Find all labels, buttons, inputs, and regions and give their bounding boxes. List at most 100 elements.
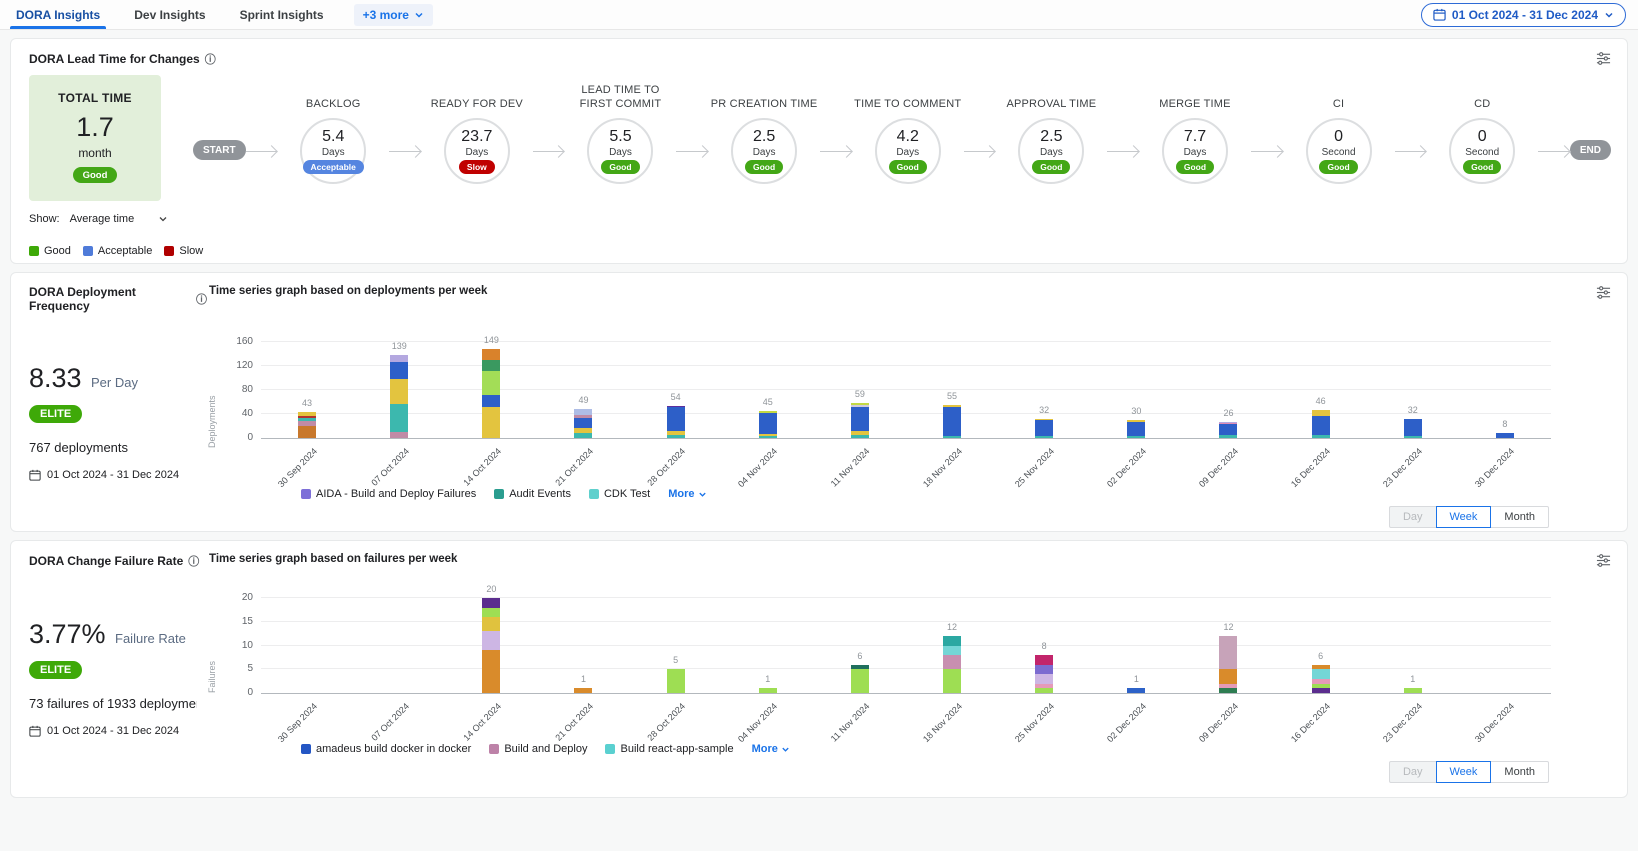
legend-item[interactable]: Audit Events: [494, 488, 571, 500]
tab-dora-insights[interactable]: DORA Insights: [9, 0, 107, 29]
bar-28-oct-2024[interactable]: 5: [666, 655, 685, 693]
bar-segment: [298, 426, 317, 438]
stage-lead-time-to-first-commit[interactable]: LEAD TIME TO FIRST COMMIT 5.5 Days Good: [564, 77, 676, 184]
period-week-button[interactable]: Week: [1435, 506, 1492, 528]
bar-21-oct-2024[interactable]: 1: [574, 674, 593, 693]
stage-unit: Days: [465, 147, 489, 158]
bar-segment: [1035, 688, 1054, 693]
period-month-button[interactable]: Month: [1490, 761, 1549, 783]
bar-25-nov-2024[interactable]: 32: [1035, 405, 1054, 438]
stage-circle[interactable]: 2.5 Days Good: [731, 118, 798, 184]
y-axis-tick: 120: [236, 360, 253, 371]
bar-28-oct-2024[interactable]: 54: [666, 392, 685, 438]
bar-30-dec-2024[interactable]: 8: [1495, 419, 1514, 438]
x-axis-label: 23 Dec 2024: [1381, 446, 1425, 490]
info-icon[interactable]: ⓘ: [204, 54, 216, 66]
bar-30-sep-2024[interactable]: 43: [298, 398, 317, 438]
stage-unit: Second: [1465, 147, 1500, 158]
legend-swatch: [164, 246, 175, 256]
tab-sprint-insights[interactable]: Sprint Insights: [239, 8, 324, 22]
chart-settings-icon[interactable]: [1596, 51, 1611, 66]
bar-16-dec-2024[interactable]: 46: [1311, 396, 1330, 438]
total-time-value: 1.7: [76, 112, 114, 142]
stage-ready-for-dev[interactable]: READY FOR DEV 23.7 Days Slow: [421, 77, 533, 184]
stage-pr-creation-time[interactable]: PR CREATION TIME 2.5 Days Good: [708, 77, 820, 184]
period-week-button[interactable]: Week: [1435, 761, 1492, 783]
bar-14-oct-2024[interactable]: 149: [482, 335, 501, 438]
stage-cd[interactable]: CD 0 Second Good: [1426, 77, 1538, 184]
stage-ci[interactable]: CI 0 Second Good: [1283, 77, 1395, 184]
bar-23-dec-2024[interactable]: 1: [1403, 674, 1422, 693]
bar-04-nov-2024[interactable]: 45: [758, 397, 777, 438]
stage-time-to-comment[interactable]: TIME TO COMMENT 4.2 Days Good: [852, 77, 964, 184]
chart-settings-icon[interactable]: [1596, 553, 1611, 568]
bar-07-oct-2024[interactable]: 139: [390, 341, 409, 438]
failure-rate-value: 3.77%: [29, 619, 106, 649]
stage-circle[interactable]: 0 Second Good: [1305, 118, 1372, 184]
x-axis-label: 25 Nov 2024: [1012, 701, 1056, 745]
stage-backlog[interactable]: BACKLOG 5.4 Days Acceptable: [277, 77, 389, 184]
bar-segment: [758, 433, 777, 436]
show-dropdown[interactable]: Show: Average time: [29, 213, 189, 225]
bar-09-dec-2024[interactable]: 12: [1219, 622, 1238, 693]
info-icon[interactable]: ⓘ: [188, 556, 200, 568]
bar-segment: [1035, 683, 1054, 689]
lead-time-card: DORA Lead Time for Changes ⓘ TOTAL TIME …: [10, 38, 1628, 264]
stage-circle[interactable]: 23.7 Days Slow: [443, 118, 510, 184]
bar-11-nov-2024[interactable]: 6: [850, 651, 869, 693]
stage-unit: Days: [321, 147, 345, 158]
stage-label: LEAD TIME TO FIRST COMMIT: [579, 84, 662, 110]
bar-18-nov-2024[interactable]: 12: [943, 622, 962, 693]
bar-09-dec-2024[interactable]: 26: [1219, 408, 1238, 438]
bar-total-label: 26: [1223, 408, 1234, 419]
show-value: Average time: [69, 213, 135, 225]
info-icon[interactable]: ⓘ: [196, 294, 207, 306]
bar-segment: [574, 418, 593, 428]
flow-start-node: START: [193, 140, 246, 160]
x-axis-label: 30 Dec 2024: [1473, 701, 1517, 745]
bar-23-dec-2024[interactable]: 32: [1403, 405, 1422, 438]
date-range-picker[interactable]: 01 Oct 2024 - 31 Dec 2024: [1420, 2, 1626, 27]
stage-status-badge: Good: [1319, 160, 1358, 174]
stage-approval-time[interactable]: APPROVAL TIME 2.5 Days Good: [995, 77, 1107, 184]
more-tabs-dropdown[interactable]: +3 more: [353, 3, 433, 26]
x-axis-label: 11 Nov 2024: [828, 701, 872, 744]
flow-arrow: [963, 151, 996, 152]
bar-02-dec-2024[interactable]: 1: [1127, 674, 1146, 693]
bar-16-dec-2024[interactable]: 6: [1311, 651, 1330, 693]
deployment-frequency-title: DORA Deployment Frequency ⓘ: [29, 285, 207, 313]
bar-04-nov-2024[interactable]: 1: [758, 674, 777, 693]
bar-18-nov-2024[interactable]: 55: [943, 391, 962, 438]
bar-25-nov-2024[interactable]: 8: [1035, 641, 1054, 693]
period-month-button[interactable]: Month: [1490, 506, 1549, 528]
legend-item[interactable]: Build react-app-sample: [605, 743, 734, 755]
stage-circle[interactable]: 5.4 Days Acceptable: [300, 118, 367, 184]
period-day-button[interactable]: Day: [1388, 506, 1437, 528]
stage-circle[interactable]: 7.7 Days Good: [1161, 118, 1228, 184]
total-time-status-badge: Good: [72, 167, 118, 183]
tab-dev-insights[interactable]: Dev Insights: [134, 8, 206, 22]
bar-segment: [943, 435, 962, 438]
y-axis-tick: 20: [241, 592, 253, 603]
stage-circle[interactable]: 2.5 Days Good: [1018, 118, 1085, 184]
deployment-count: 767 deployments: [29, 440, 129, 455]
bar-11-nov-2024[interactable]: 59: [850, 389, 869, 438]
stage-circle[interactable]: 4.2 Days Good: [874, 118, 941, 184]
bar-segment: [298, 417, 317, 421]
period-day-button[interactable]: Day: [1388, 761, 1437, 783]
stage-circle[interactable]: 5.5 Days Good: [587, 118, 654, 184]
legend-item[interactable]: AIDA - Build and Deploy Failures: [301, 488, 476, 500]
bar-02-dec-2024[interactable]: 30: [1127, 406, 1146, 438]
legend-more-link[interactable]: More: [668, 488, 706, 500]
bar-14-oct-2024[interactable]: 20: [482, 584, 501, 693]
bar-segment: [482, 607, 501, 617]
bar-21-oct-2024[interactable]: 49: [574, 395, 593, 438]
stage-circle[interactable]: 0 Second Good: [1449, 118, 1516, 184]
legend-item[interactable]: CDK Test: [588, 488, 650, 500]
legend-swatch: [588, 489, 599, 499]
stage-merge-time[interactable]: MERGE TIME 7.7 Days Good: [1139, 77, 1251, 184]
legend-item[interactable]: amadeus build docker in docker: [301, 743, 471, 755]
legend-more-link[interactable]: More: [752, 743, 790, 755]
legend-item[interactable]: Build and Deploy: [489, 743, 587, 755]
chart-settings-icon[interactable]: [1596, 285, 1611, 300]
